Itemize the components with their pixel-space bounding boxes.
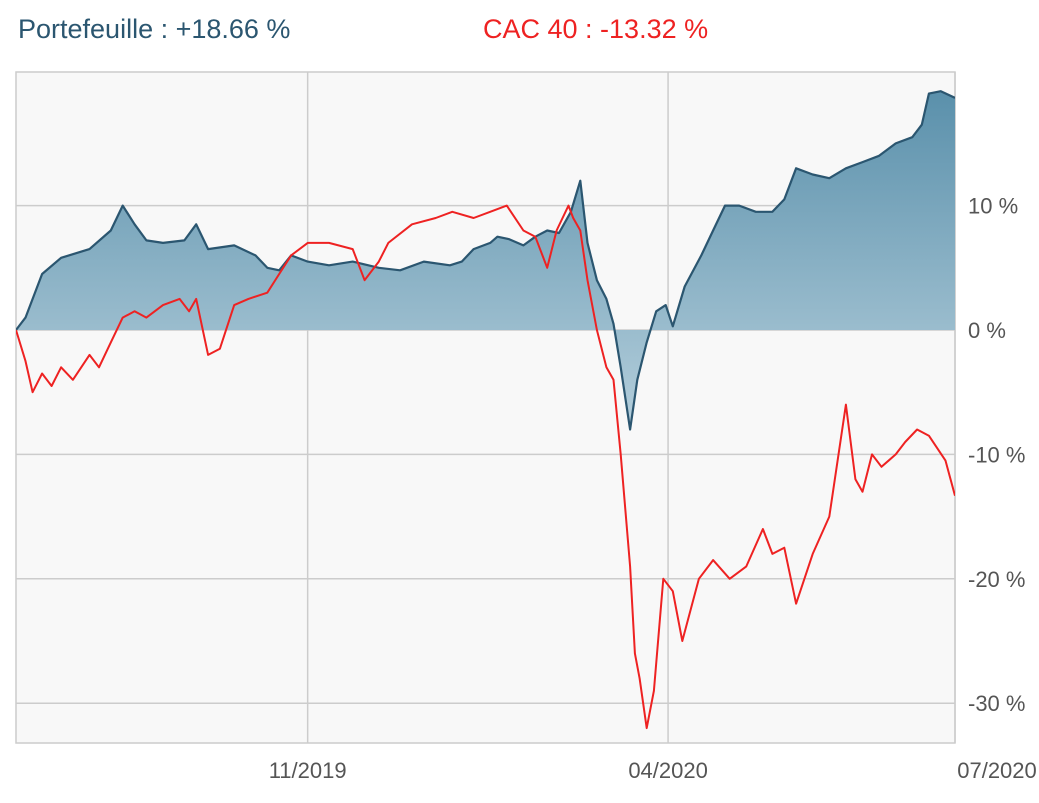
y-tick-label: -10 % <box>968 442 1025 467</box>
x-tick-label: 07/2020 <box>957 758 1037 783</box>
legend-cac40: CAC 40 : -13.32 % <box>483 14 709 44</box>
y-tick-label: 0 % <box>968 318 1006 343</box>
series-group <box>16 90 955 730</box>
x-tick-label: 11/2019 <box>269 758 347 783</box>
legend-portfolio: Portefeuille : +18.66 % <box>18 14 291 44</box>
portfolio-line <box>16 90 955 431</box>
y-tick-label: 10 % <box>968 194 1018 219</box>
cac40-line <box>16 204 955 730</box>
portfolio-area <box>16 91 955 430</box>
x-tick-label: 04/2020 <box>628 758 708 783</box>
y-tick-label: -30 % <box>968 691 1025 716</box>
y-tick-label: -20 % <box>968 567 1025 592</box>
plot-area <box>15 71 956 744</box>
